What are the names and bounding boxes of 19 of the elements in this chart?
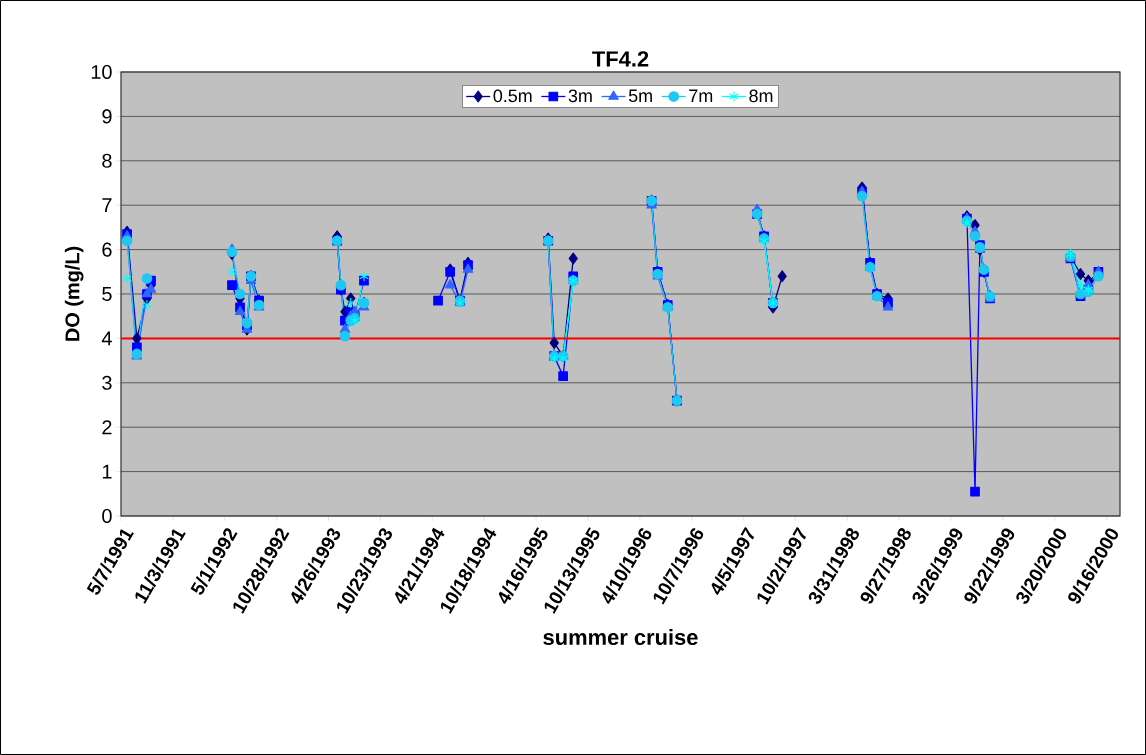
y-tick-label: 9 <box>102 109 112 124</box>
y-tick-label: 1 <box>102 464 112 479</box>
y-tick-label: 5 <box>102 287 112 301</box>
y-tick-label: 4 <box>101 331 112 346</box>
y-tick-label: 7 <box>102 198 112 213</box>
y-tick-label: 3 <box>102 375 112 390</box>
y-tick-label: 8 <box>102 153 112 168</box>
legend-label: 3m <box>568 89 592 103</box>
y-axis-title: DO (mg/L) <box>64 246 84 341</box>
chart-title: TF4.2 <box>592 51 649 67</box>
legend-label: 0.5m <box>493 89 532 103</box>
legend-label: 7m <box>689 89 713 102</box>
y-tick-label: 2 <box>102 420 112 435</box>
legend-label: 5m <box>628 89 652 103</box>
y-tick-label: 10 <box>91 64 112 80</box>
x-axis-title: summer cruise <box>543 628 698 646</box>
y-tick-label: 6 <box>102 242 112 257</box>
y-tick-label: 0 <box>102 508 112 524</box>
legend-label: 8m <box>749 89 773 103</box>
